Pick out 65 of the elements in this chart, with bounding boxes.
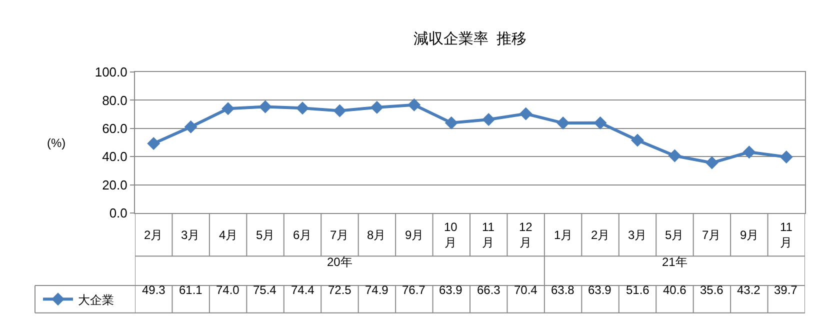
data-label: 49.3: [142, 283, 166, 297]
point: [631, 134, 644, 147]
x-tick-label: 3月: [628, 228, 647, 242]
data-label: 61.1: [179, 283, 203, 297]
point: [444, 116, 458, 130]
text: 20年: [327, 255, 352, 269]
y-axis-title: (%): [47, 136, 66, 150]
x-tick-label: 2月: [591, 228, 610, 242]
x-tick-label: 8月: [367, 228, 386, 242]
point: [556, 116, 570, 130]
y-tick-label: 60.0: [102, 120, 128, 136]
y-tick-label: 20.0: [102, 177, 128, 192]
point: [258, 100, 272, 114]
data-label: 70.4: [514, 283, 538, 297]
chart-title: 減収企業率 推移: [413, 30, 527, 48]
point: [594, 116, 607, 130]
point: [742, 146, 756, 159]
point: [184, 120, 198, 134]
data-label: 51.6: [626, 283, 650, 297]
point: [705, 156, 718, 170]
data-label: 40.6: [663, 283, 687, 297]
x-tick-label: 3月: [181, 228, 200, 242]
y-tick-label: 80.0: [102, 92, 128, 108]
point: [519, 107, 532, 120]
x-tick-label: 1月: [554, 228, 573, 242]
x-tick-label: 9月: [405, 228, 424, 242]
x-tick-label: 2月: [144, 228, 163, 242]
point: [333, 104, 346, 118]
data-label: 35.6: [700, 283, 724, 297]
data-label: 74.9: [365, 283, 389, 297]
point: [668, 149, 682, 162]
point: [780, 150, 793, 164]
data-label: 63.9: [439, 283, 463, 297]
x-tick-label: 9月: [740, 228, 759, 242]
point: [296, 102, 309, 115]
x-tick-label: 5月: [256, 228, 275, 242]
y-tick-label: 100.0: [94, 64, 128, 80]
data-label: 66.3: [477, 283, 501, 297]
data-label: 74.4: [291, 283, 315, 297]
data-label: 39.7: [774, 283, 798, 297]
point: [370, 100, 384, 114]
x-tick-label: 11月: [780, 220, 793, 250]
y-tick-label: 40.0: [102, 149, 128, 164]
data-label: 75.4: [253, 283, 277, 297]
x-tick-label: 12月: [519, 220, 533, 250]
data-label: 76.7: [402, 283, 426, 297]
text: 21年: [662, 255, 688, 269]
data-label: 43.2: [737, 283, 761, 297]
point: [408, 98, 421, 112]
x-tick-label: 10月: [444, 220, 458, 250]
data-label: 63.9: [588, 283, 612, 297]
data-label: 63.8: [551, 283, 575, 297]
x-tick-label: 4月: [219, 228, 238, 242]
x-tick-label: 7月: [702, 228, 721, 242]
point: [222, 102, 235, 116]
x-tick-label: 5月: [665, 228, 684, 242]
data-label: 74.0: [216, 283, 240, 297]
x-tick-label: 6月: [293, 228, 312, 242]
y-tick-label: 0.0: [109, 206, 128, 221]
x-tick-label: 11月: [482, 220, 495, 250]
point: [482, 113, 496, 126]
data-label: 72.5: [328, 283, 352, 297]
legend-label: 大企業: [78, 292, 114, 307]
point: [147, 136, 160, 150]
x-tick-label: 7月: [330, 228, 349, 242]
